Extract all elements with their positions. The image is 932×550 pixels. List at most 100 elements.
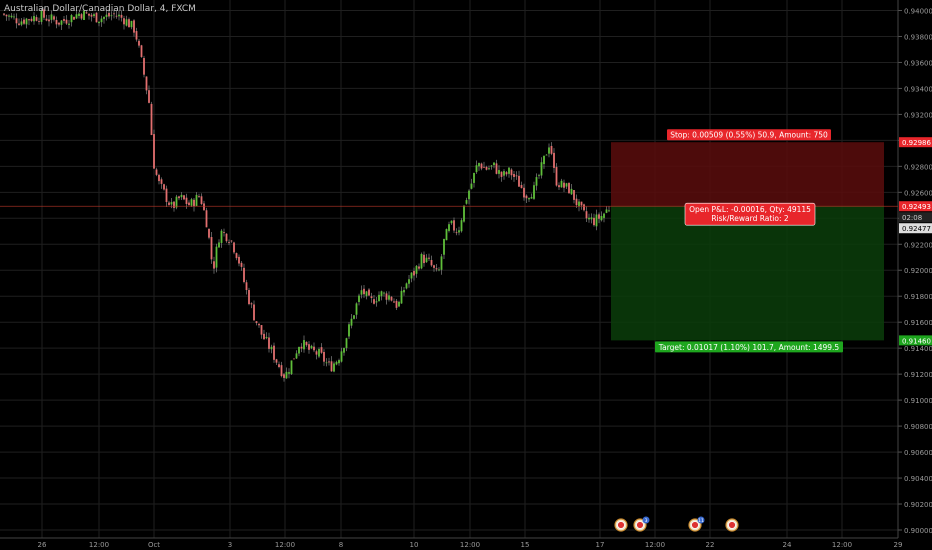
y-axis-label: 0.92200 [904, 241, 932, 249]
candle-body [558, 185, 560, 188]
candle-body [430, 260, 433, 266]
candle-body [508, 167, 510, 174]
candle-body [150, 103, 153, 135]
economic-event-icon[interactable]: 11 [688, 516, 705, 532]
candle-body [590, 217, 593, 220]
candle-body [488, 168, 490, 170]
candle-body [408, 279, 410, 284]
candle-body [458, 230, 460, 233]
candle-body [388, 295, 390, 300]
economic-event-icon[interactable]: 3 [633, 516, 650, 532]
candle-body [75, 14, 78, 19]
candle-body [358, 295, 360, 302]
candle-body [500, 171, 503, 177]
candle-body [80, 14, 83, 19]
candle-body [3, 13, 5, 15]
candle-body [293, 358, 295, 360]
candle-body [148, 90, 150, 103]
candle-body [190, 199, 193, 206]
bid-price-badge-bg [899, 223, 932, 234]
candle-body [140, 45, 143, 58]
candle-body [118, 14, 120, 17]
candle-body [185, 197, 188, 205]
candle-body [153, 134, 155, 169]
candle-body [555, 166, 558, 186]
candle-body [413, 270, 415, 276]
candle-body [380, 291, 383, 297]
candle-body [523, 187, 525, 198]
candle-body [305, 341, 308, 346]
candle-body [233, 242, 235, 253]
candle-body [338, 360, 340, 364]
candle-body [568, 182, 570, 194]
candle-body [565, 183, 568, 187]
candle-body [83, 10, 85, 20]
candle-body [433, 265, 435, 268]
candle-body [368, 289, 370, 296]
candle-body [23, 19, 25, 24]
candle-body [473, 172, 475, 183]
candle-body [183, 195, 185, 200]
candle-body [533, 185, 535, 199]
candle-body [480, 163, 483, 169]
candle-body [108, 12, 110, 17]
candle-body [583, 204, 585, 211]
take-profit-zone [611, 206, 884, 341]
candle-body [425, 257, 428, 263]
y-axis-label: 0.91400 [904, 345, 932, 353]
x-axis-label: 12:00 [645, 541, 665, 549]
candle-body [370, 296, 373, 299]
candle-body [115, 15, 118, 17]
candle-body [113, 13, 115, 15]
candle-body [15, 18, 18, 24]
candle-body [208, 228, 210, 238]
candle-body [363, 288, 365, 295]
x-axis-label: 12:00 [832, 541, 852, 549]
candle-body [88, 13, 90, 16]
candle-body [45, 18, 48, 21]
candle-body [353, 315, 355, 319]
candle-body [60, 20, 63, 25]
candle-body [325, 362, 328, 364]
candle-body [378, 294, 380, 302]
candle-body [253, 304, 255, 321]
candle-body [318, 349, 320, 357]
x-axis-label: 8 [339, 541, 343, 549]
candle-body [203, 203, 205, 211]
candle-body [95, 12, 98, 23]
candle-body [365, 291, 368, 297]
candle-body [290, 360, 293, 375]
economic-event-icon[interactable] [725, 518, 739, 532]
candle-body [323, 351, 325, 362]
y-axis-label: 0.91600 [904, 319, 932, 327]
candle-body [490, 165, 493, 167]
candle-body [300, 346, 303, 349]
candle-body [428, 257, 430, 259]
economic-event-icon[interactable] [614, 518, 628, 532]
event-count-badge: 3 [645, 518, 648, 524]
candle-body [103, 16, 105, 19]
candle-body [228, 242, 230, 243]
candle-body [520, 185, 523, 189]
x-axis-label: 12:00 [460, 541, 480, 549]
candle-body [308, 344, 310, 350]
candle-body [175, 196, 178, 208]
candle-body [550, 145, 553, 154]
candle-body [503, 171, 505, 176]
candle-body [443, 238, 445, 255]
current-price-badge-bg [899, 201, 932, 212]
candle-body [483, 166, 485, 168]
candle-body [240, 262, 243, 267]
candle-body [478, 163, 480, 167]
candle-body [270, 346, 273, 350]
candle-body [515, 175, 518, 177]
candle-body [280, 365, 283, 377]
candle-body [93, 14, 95, 17]
candle-body [173, 201, 175, 208]
candle-body [360, 290, 363, 295]
candle-body [385, 293, 388, 300]
candle-body [405, 283, 408, 289]
event-marker-flag [636, 521, 644, 529]
event-marker-flag [617, 521, 625, 529]
